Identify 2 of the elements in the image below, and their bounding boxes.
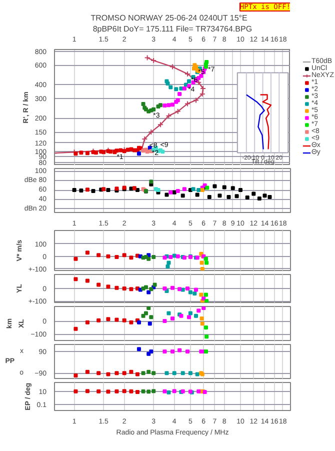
chart-title: TROMSO NORWAY 25-06-24 0240UT 15°E: [90, 14, 248, 22]
chart-subtitle: 8pBP6It DoY= 175.111 File= TR734764.BPG: [92, 24, 252, 34]
